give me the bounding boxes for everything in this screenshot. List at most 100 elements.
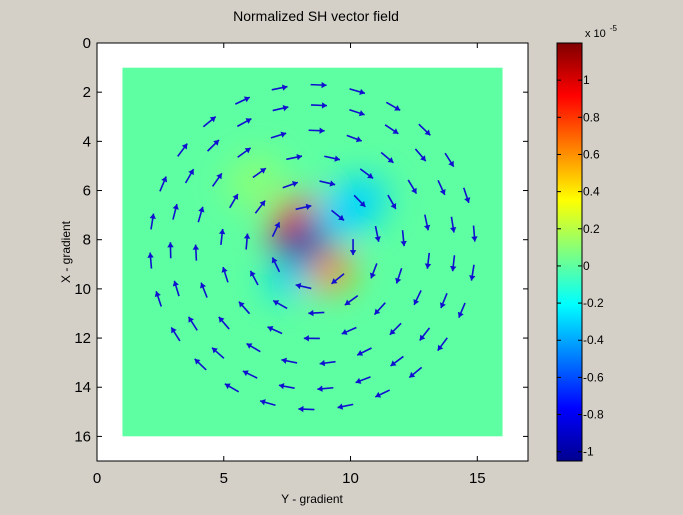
y-tick: 8 xyxy=(83,232,528,249)
vector-arrow xyxy=(374,389,391,398)
colorbar-gradient xyxy=(556,42,583,462)
colorbar: -1 -0.8 -0.6 -0.4 -0.2 0 0.2 0.4 0.6 0.8 1 x 10 -5 xyxy=(556,24,618,462)
vector-arrow xyxy=(272,299,288,310)
y-tick-label: 4 xyxy=(83,133,91,150)
vector-arrow xyxy=(390,355,404,367)
vector-arrow xyxy=(319,359,336,367)
vector-arrow xyxy=(154,291,163,307)
vector-arrow xyxy=(450,255,457,272)
vector-arrow xyxy=(238,301,251,315)
x-tick-label: 5 xyxy=(220,470,228,487)
plot-area: 0 5 10 15 0 2 4 6 8 10 12 14 16 xyxy=(74,35,529,487)
vector-arrow xyxy=(359,168,374,180)
vector-arrow xyxy=(177,143,188,157)
vector-arrow xyxy=(272,104,289,112)
vector-arrow xyxy=(437,337,448,352)
x-axis-ticks: 0 5 10 15 xyxy=(93,43,486,487)
vector-arrow xyxy=(380,151,394,164)
x-axis-label: Y - gradient xyxy=(281,492,343,506)
y-tick-label: 8 xyxy=(83,232,91,249)
vector-arrow xyxy=(384,124,399,135)
colorbar-tick: 1 xyxy=(557,73,590,87)
colorbar-tick-label: -0.6 xyxy=(583,370,604,384)
vector-arrow xyxy=(249,270,259,286)
y-tick-label: 12 xyxy=(74,330,91,347)
vector-arrow xyxy=(346,134,362,143)
vector-arrow xyxy=(234,96,251,105)
vector-arrow xyxy=(246,342,261,353)
colorbar-tick-label: -0.2 xyxy=(583,296,604,310)
vector-arrow xyxy=(469,264,476,281)
vector-arrow xyxy=(270,131,287,139)
vector-arrow xyxy=(324,155,341,162)
vector-arrow xyxy=(462,187,471,204)
y-axis-ticks: 0 2 4 6 8 10 12 14 16 xyxy=(74,35,528,445)
vector-arrow xyxy=(400,230,407,247)
vector-arrow xyxy=(229,193,239,209)
vector-arrow xyxy=(211,172,223,187)
vector-arrow xyxy=(387,194,397,210)
vector-arrow xyxy=(254,200,266,214)
vector-arrow xyxy=(341,326,357,335)
x-tick-label: 0 xyxy=(93,470,101,487)
vector-arrow xyxy=(471,225,478,242)
colorbar-tick-label: -0.8 xyxy=(583,408,604,422)
y-tick: 14 xyxy=(74,379,528,396)
y-tick: 10 xyxy=(74,281,528,298)
vector-arrow xyxy=(407,179,418,195)
colorbar-tick-label: 0 xyxy=(583,259,590,273)
vector-arrow xyxy=(149,213,156,230)
heatmap-blobs xyxy=(226,154,387,299)
vector-arrow xyxy=(353,194,366,208)
y-tick: 4 xyxy=(83,133,528,150)
vector-arrow xyxy=(439,292,448,309)
vector-arrow xyxy=(424,252,432,269)
vector-arrow xyxy=(242,370,258,379)
vector-arrow xyxy=(286,153,303,161)
vector-arrow xyxy=(414,148,427,162)
heatmap-image xyxy=(122,67,503,437)
y-tick-label: 16 xyxy=(74,428,91,445)
colorbar-tick-label: 0.6 xyxy=(583,147,600,161)
vector-arrow xyxy=(437,180,446,196)
vector-arrow xyxy=(159,176,168,192)
heatmap-blob xyxy=(314,176,387,240)
colorbar-tick: 0.2 xyxy=(557,222,600,236)
vector-arrow xyxy=(355,376,371,384)
vector-arrow xyxy=(298,405,315,413)
vector-arrow xyxy=(408,366,423,379)
vector-arrow xyxy=(172,280,180,297)
colorbar-tick: 0.8 xyxy=(557,110,600,124)
colorbar-ticks: -1 -0.8 -0.6 -0.4 -0.2 0 0.2 0.4 0.6 0.8 1 xyxy=(557,73,604,459)
colorbar-tick: 0.6 xyxy=(557,147,600,161)
vector-arrow xyxy=(267,326,283,335)
y-tick-label: 14 xyxy=(74,379,91,396)
y-tick: 12 xyxy=(74,330,528,347)
colorbar-tick: -0.6 xyxy=(557,370,604,384)
x-tick: 0 xyxy=(93,43,101,487)
vector-arrow xyxy=(236,117,252,128)
vector-arrow xyxy=(457,302,466,318)
vector-arrow xyxy=(252,167,267,179)
vector-arrow xyxy=(200,282,208,298)
heatmap-blob xyxy=(307,250,354,294)
vector-arrow xyxy=(218,316,230,330)
x-tick: 15 xyxy=(469,43,486,487)
x-tick-label: 15 xyxy=(469,470,486,487)
vector-arrow xyxy=(449,216,457,233)
vector-arrow xyxy=(337,403,354,410)
vector-arrow xyxy=(295,203,312,211)
y-tick: 0 xyxy=(83,35,528,52)
vector-arrow xyxy=(194,358,207,371)
vector-field-arrows xyxy=(147,81,478,413)
x-tick-label: 10 xyxy=(342,470,359,487)
y-axis-label: X - gradient xyxy=(59,220,73,283)
vector-arrow xyxy=(237,147,252,158)
colorbar-exponent: x 10 -5 xyxy=(585,24,618,40)
y-tick-label: 6 xyxy=(83,183,91,200)
y-tick: 2 xyxy=(83,84,528,101)
vector-arrow xyxy=(395,268,403,284)
vector-arrow xyxy=(419,327,431,341)
colorbar-tick: -0.2 xyxy=(557,296,604,310)
